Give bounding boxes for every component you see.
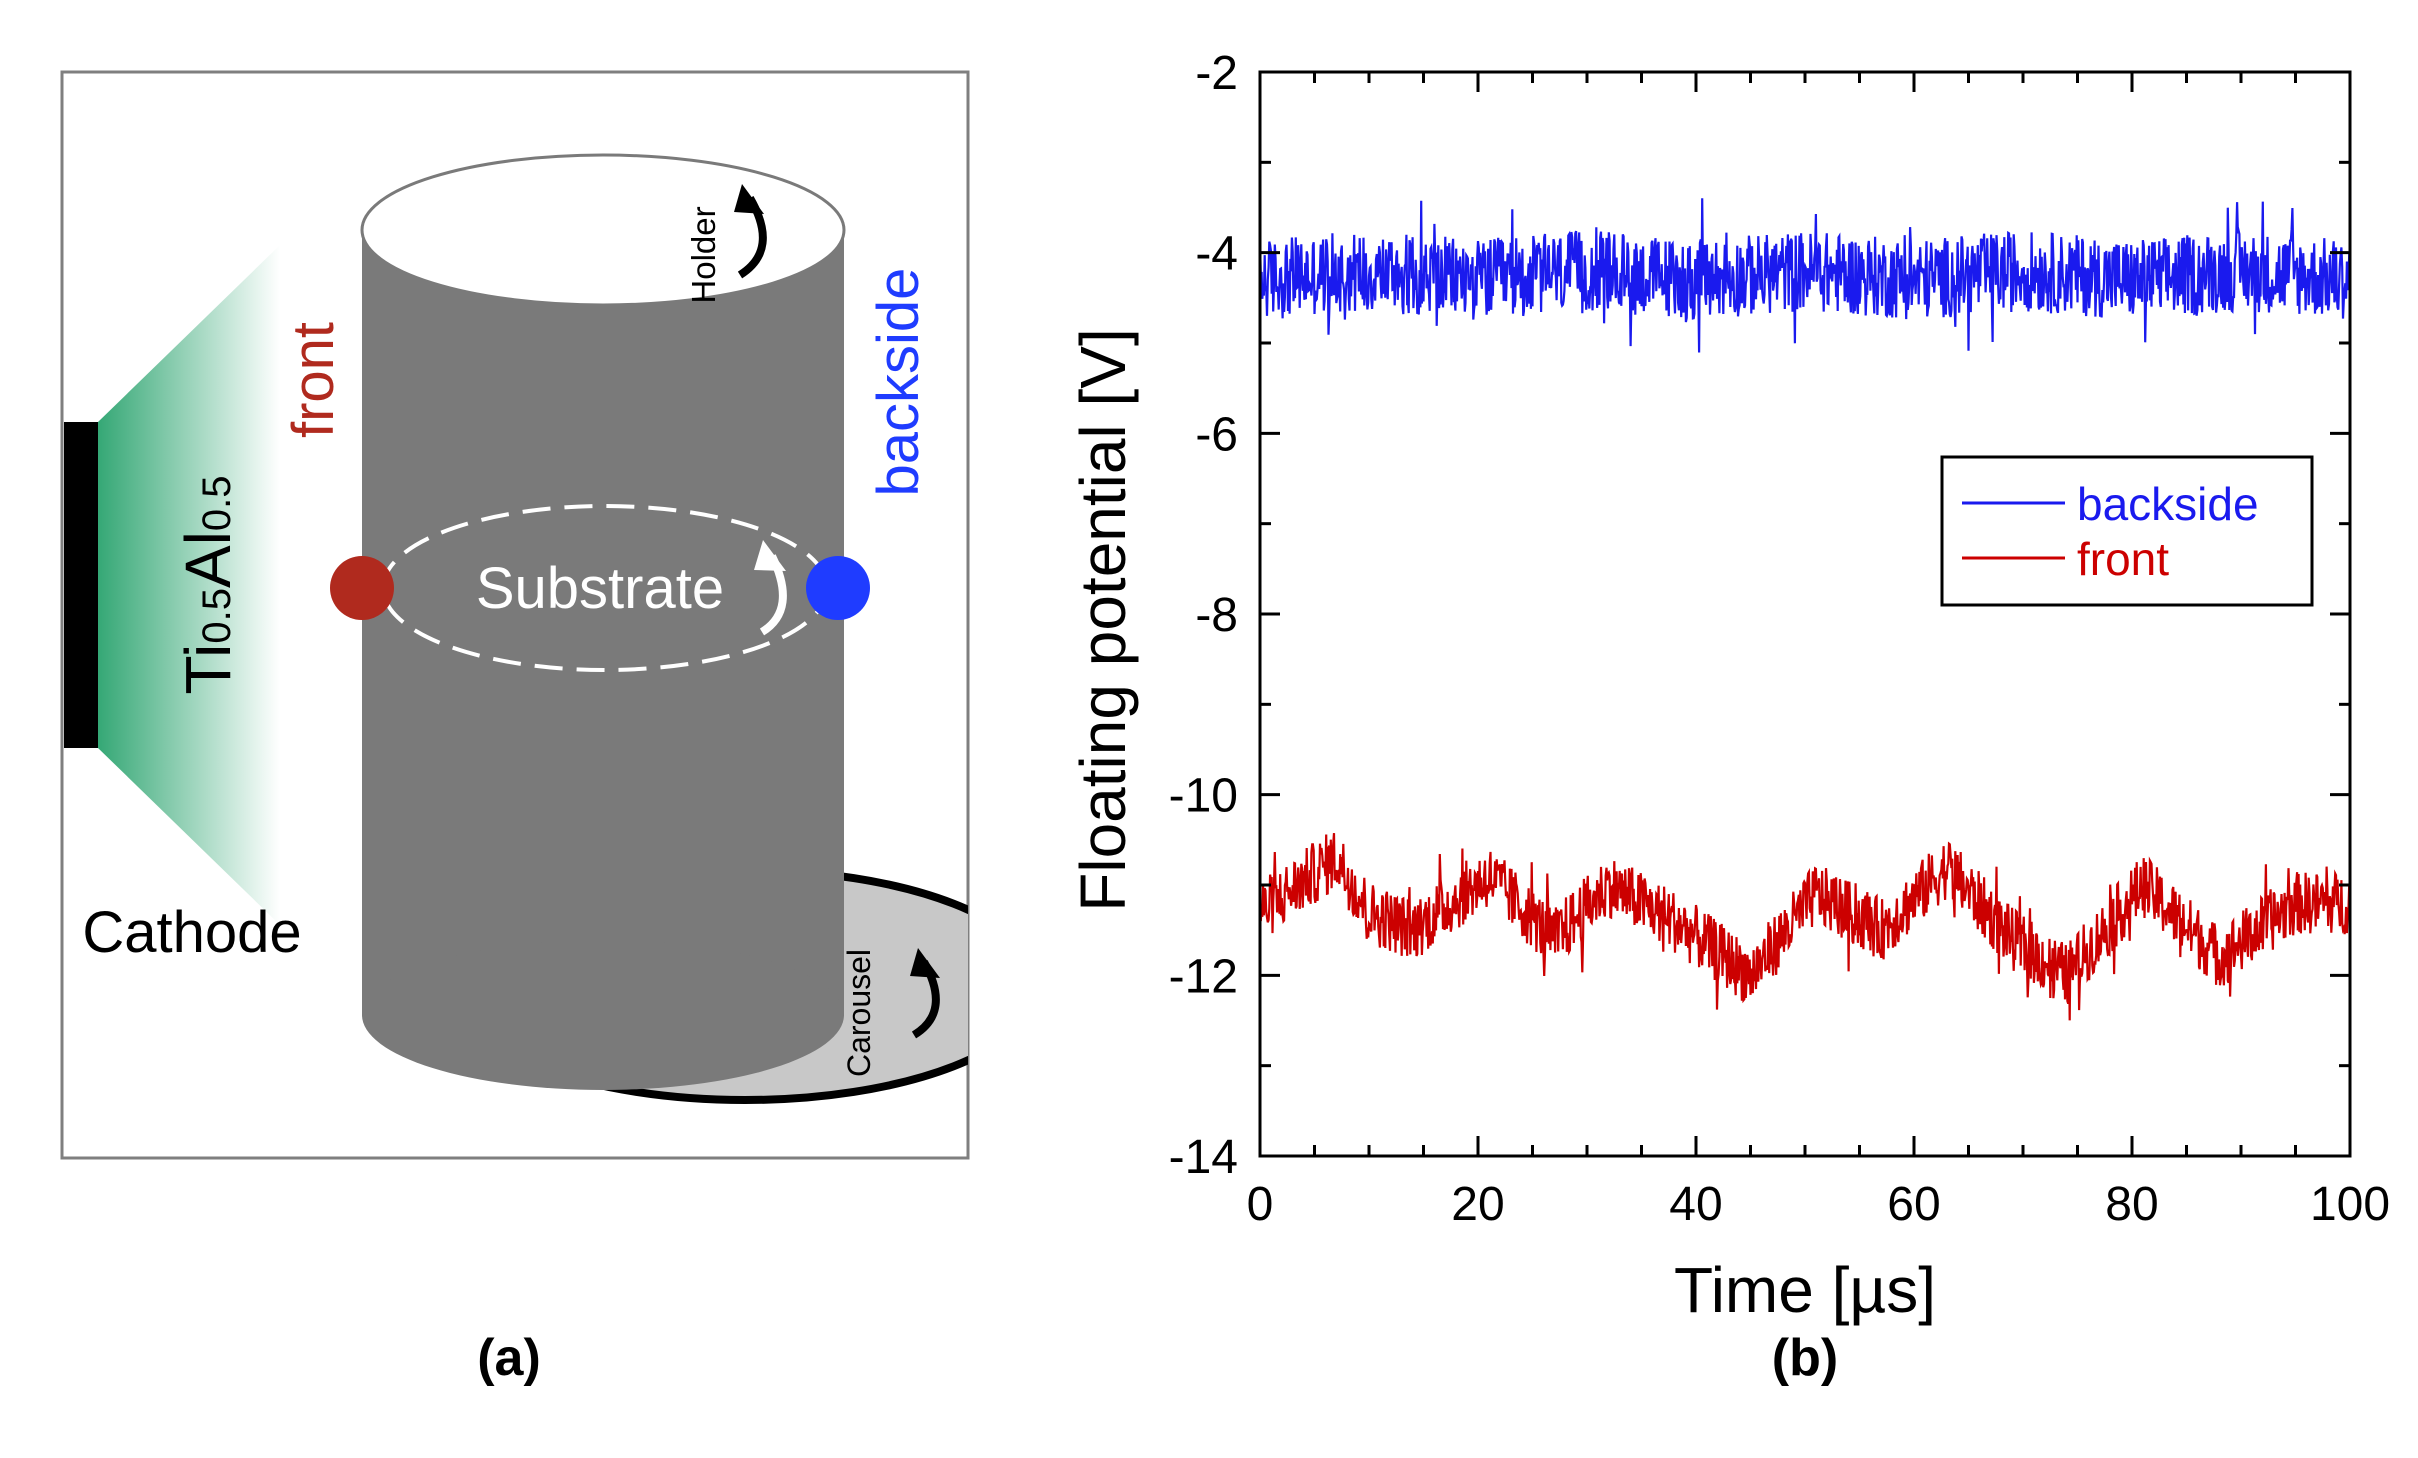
caption-b: (b) <box>1772 1329 1838 1387</box>
series-line-backside <box>1260 198 2350 353</box>
y-tick-label: -12 <box>1169 950 1238 1003</box>
legend: backside front <box>1940 455 2314 607</box>
y-tick-label: -2 <box>1195 47 1238 100</box>
x-tick-label: 60 <box>1887 1178 1940 1231</box>
backside-label: backside <box>866 268 931 497</box>
legend-box <box>1940 455 2314 607</box>
x-axis-label: Time [µs] <box>1674 1254 1936 1326</box>
plot-frame <box>1258 70 2352 1158</box>
tick-labels: 0 20 40 60 80 100 -2 -4 -6 -8 -10 -12 -14 <box>1169 47 2390 1231</box>
y-tick-label: -6 <box>1195 408 1238 461</box>
target-material-label: Ti0.5Al0.5 <box>172 475 244 694</box>
cathode-label: Cathode <box>82 900 301 965</box>
x-tick-label: 100 <box>2310 1178 2390 1231</box>
panel-a-schematic: Holder Substrate Carousel Cathode front … <box>60 70 970 1387</box>
backside-position-dot <box>806 556 870 620</box>
carousel-label: Carousel <box>841 949 877 1077</box>
cathode-target <box>64 422 98 748</box>
carousel-rotation-icon <box>910 948 940 1039</box>
axis-ticks <box>1258 70 2352 1158</box>
series-line-front <box>1260 833 2350 1021</box>
front-label: front <box>281 322 346 438</box>
x-tick-label: 20 <box>1451 1178 1504 1231</box>
x-tick-label: 40 <box>1669 1178 1722 1231</box>
legend-label-front: front <box>2077 533 2169 585</box>
front-position-dot <box>330 556 394 620</box>
plasma-cone <box>98 245 280 925</box>
x-tick-label: 80 <box>2105 1178 2158 1231</box>
y-tick-label: -14 <box>1169 1131 1238 1184</box>
holder-cylinder-bottom <box>362 940 844 1090</box>
caption-a: (a) <box>477 1329 541 1387</box>
holder-label: Holder <box>685 206 722 303</box>
holder-rotation-icon <box>734 184 767 279</box>
series-layer <box>1260 198 2350 1021</box>
substrate-label: Substrate <box>476 556 724 621</box>
substrate-rotation-icon <box>754 540 787 636</box>
y-tick-label: -8 <box>1195 589 1238 642</box>
legend-label-backside: backside <box>2077 478 2259 530</box>
x-tick-label: 0 <box>1247 1178 1274 1231</box>
holder-cylinder-body <box>362 230 844 1015</box>
panel-b-chart: 0 20 40 60 80 100-2-4-6-8-10-12-14 Time [µs] … <box>1067 47 2390 1387</box>
y-axis-label: Floating potential [V] <box>1067 328 1139 911</box>
holder-cylinder-top <box>360 153 846 307</box>
y-tick-label: -4 <box>1195 228 1238 281</box>
y-tick-label: -10 <box>1169 770 1238 823</box>
